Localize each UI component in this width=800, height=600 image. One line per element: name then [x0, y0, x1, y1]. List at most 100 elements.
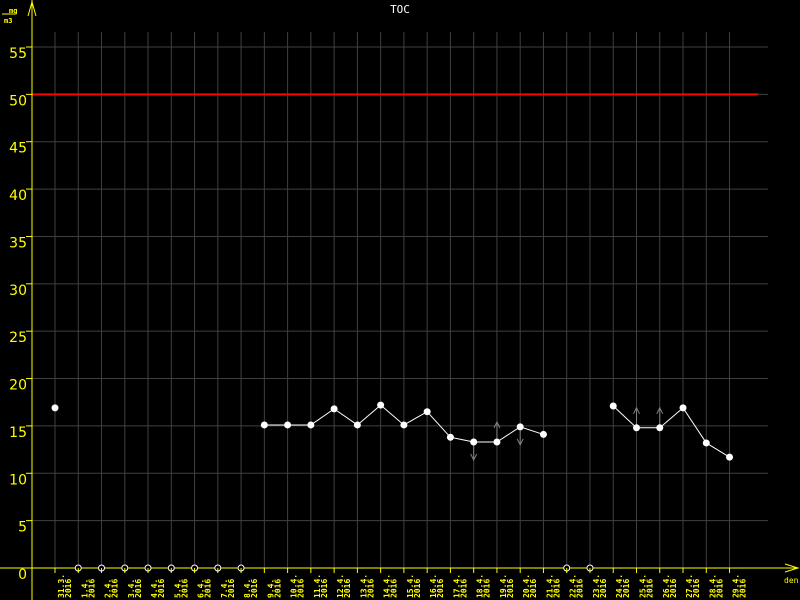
data-point	[679, 404, 687, 412]
data-point	[539, 430, 547, 438]
x-tick-label: 2016	[87, 579, 96, 598]
x-tick-label: 2016	[320, 579, 329, 598]
x-tick-label: 2016	[715, 579, 724, 598]
x-tick-label: 2016	[111, 579, 120, 598]
x-tick-label: 25.4.	[639, 574, 648, 598]
series-segment	[357, 404, 381, 426]
data-point	[726, 453, 734, 461]
x-tick-label: 2016	[622, 579, 631, 598]
y-tick-label: 50	[9, 93, 27, 109]
y-tick-label: 55	[9, 46, 27, 62]
x-tick-label: 28.4.	[708, 574, 717, 598]
x-tick-label: 2016	[739, 579, 748, 598]
x-tick-label: 29.4.	[732, 574, 741, 598]
x-tick-label: 19.4.	[499, 574, 508, 598]
data-point	[446, 433, 454, 441]
data-point	[353, 421, 361, 429]
x-tick-label: 22.4.	[569, 574, 578, 598]
y-tick-label: 35	[9, 235, 27, 251]
data-point	[609, 402, 617, 410]
y-tick-label: 25	[9, 330, 27, 346]
x-tick-label: 2016	[297, 579, 306, 598]
x-tick-label: 26.4.	[662, 574, 671, 598]
y-tick-label: 5	[18, 520, 27, 536]
series	[51, 401, 734, 572]
y-unit-numerator: mg	[9, 7, 17, 15]
x-tick-label: 14.4.	[383, 574, 392, 598]
series-segment	[380, 404, 405, 426]
series-segment	[682, 407, 707, 444]
x-tick-label: 7.4.	[220, 579, 229, 598]
y-axis-arrow-icon	[27, 0, 37, 17]
x-axis-arrow-icon	[784, 563, 800, 573]
series-segment	[496, 426, 521, 443]
x-tick-label: 2016	[413, 579, 422, 598]
x-tick-label: 2016	[669, 579, 678, 598]
series-segment	[450, 436, 474, 443]
x-tick-label: 13.4.	[359, 574, 368, 598]
x-tick-label: 2016	[180, 579, 189, 598]
data-point	[493, 438, 501, 446]
data-point	[400, 421, 408, 429]
series-segment	[333, 408, 358, 426]
x-tick-label: 2.4.	[104, 579, 113, 598]
y-tick-label: 45	[9, 141, 27, 157]
x-tick-label: 1.4.	[80, 579, 89, 598]
data-point	[656, 424, 664, 432]
x-tick-label: 24.4.	[615, 574, 624, 598]
x-tick-label: 2016	[506, 579, 515, 598]
data-point	[307, 421, 315, 429]
series-segment	[659, 407, 684, 429]
y-tick-label: 15	[9, 425, 27, 441]
data-point	[516, 423, 524, 431]
series-segment	[310, 408, 335, 426]
data-point	[260, 421, 268, 429]
data-point	[377, 401, 385, 409]
x-tick-label: 2016	[390, 579, 399, 598]
x-tick-label: 2016	[273, 579, 282, 598]
x-tick-label: 2016	[552, 579, 561, 598]
series-segment	[612, 405, 637, 429]
y-tick-label: 10	[9, 472, 27, 488]
x-tick-label: 2016	[157, 579, 166, 598]
x-tick-label: 2016	[459, 579, 468, 598]
x-tick-label: 17.4.	[452, 574, 461, 598]
chart-title: TOC	[390, 3, 410, 16]
x-tick-label: 2016	[599, 579, 608, 598]
x-tick-label: 16.4.	[429, 574, 438, 598]
series-segment	[706, 442, 730, 458]
x-tick-label: 2016	[576, 579, 585, 598]
x-tick-label: 18.4.	[476, 574, 485, 598]
y-tick-label: 0	[18, 567, 27, 583]
x-tick-label: 6.4.	[197, 579, 206, 598]
x-tick-label: 8.4.	[243, 579, 252, 598]
grid	[32, 32, 768, 568]
x-tick-label: 4.4.	[150, 579, 159, 598]
data-point	[423, 408, 431, 416]
x-tick-label: 2016	[366, 579, 375, 598]
y-tick-label: 40	[9, 188, 27, 204]
x-tick-label: 2016	[483, 579, 492, 598]
x-axis-label: den	[784, 576, 799, 585]
x-tick-label: 15.4.	[406, 574, 415, 598]
y-unit-denominator: m3	[4, 17, 12, 25]
data-point	[51, 404, 59, 412]
data-point	[633, 424, 640, 432]
y-tick-label: 20	[9, 378, 27, 394]
x-tick-label: 2016	[436, 579, 445, 598]
x-tick-label: 2016	[343, 579, 352, 598]
x-tick-label: 2016	[529, 579, 538, 598]
data-point	[330, 405, 338, 413]
x-tick-label: 27.4.	[685, 574, 694, 598]
x-tick-label: 5.4.	[173, 579, 182, 598]
series-segment	[520, 426, 544, 435]
x-ticks: 31.3.2016 1.4.2016 2.4.2016 3.4.2016 4.4.201…	[54, 568, 748, 598]
data-point	[702, 439, 710, 447]
data-point	[284, 421, 292, 429]
x-tick-label: 2016	[692, 579, 701, 598]
x-tick-label: 2016	[250, 579, 259, 598]
x-tick-label: 2016	[134, 579, 143, 598]
